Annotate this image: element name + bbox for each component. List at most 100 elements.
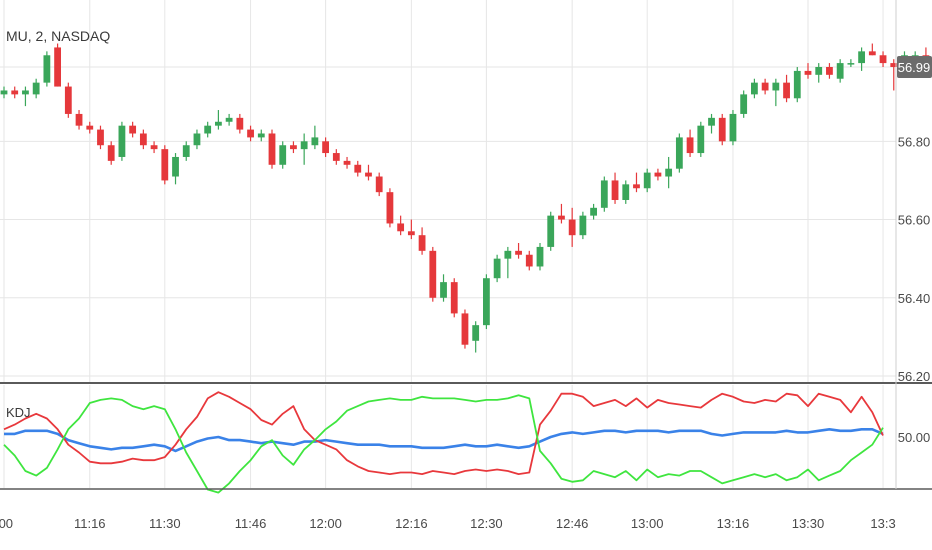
time-tick-label: 12:30 bbox=[470, 516, 503, 531]
candle bbox=[290, 141, 297, 154]
candle-body bbox=[868, 51, 876, 56]
candle-body bbox=[354, 164, 362, 173]
candle bbox=[204, 121, 212, 138]
candle-body bbox=[290, 145, 297, 150]
candle-body bbox=[504, 250, 512, 259]
candle-body bbox=[772, 82, 780, 91]
candle bbox=[118, 121, 126, 161]
price-tick-label: 56.20 bbox=[898, 369, 931, 384]
candle-body bbox=[150, 145, 158, 150]
kdj-tick-label: 50.00 bbox=[898, 430, 931, 445]
candle bbox=[279, 141, 287, 169]
candle-body bbox=[579, 215, 587, 236]
candle-body bbox=[311, 137, 319, 146]
candle bbox=[64, 82, 72, 118]
candle bbox=[22, 86, 29, 107]
candle-body bbox=[268, 133, 276, 165]
candle-body bbox=[397, 223, 405, 232]
candle bbox=[547, 211, 555, 251]
candle-body bbox=[686, 137, 694, 154]
kdj-axis[interactable]: 50.00 bbox=[898, 430, 931, 445]
candle bbox=[247, 125, 254, 142]
candle-body bbox=[322, 141, 329, 154]
time-tick-label: 12:00 bbox=[309, 516, 342, 531]
candle bbox=[633, 172, 640, 193]
candle-body bbox=[847, 63, 855, 65]
candle-body bbox=[129, 125, 137, 134]
time-tick-label: 12:46 bbox=[556, 516, 589, 531]
candle bbox=[493, 254, 501, 283]
candle bbox=[890, 59, 898, 91]
candle-body bbox=[22, 90, 29, 95]
kdj-series-d-line bbox=[3, 391, 884, 476]
candle bbox=[397, 215, 405, 236]
candle bbox=[257, 129, 265, 142]
time-tick-label: 13:00 bbox=[631, 516, 664, 531]
candle-body bbox=[568, 219, 576, 236]
candle-body bbox=[472, 325, 480, 341]
candle bbox=[665, 156, 673, 189]
candle-body bbox=[815, 67, 823, 75]
candle bbox=[418, 227, 426, 255]
candle bbox=[97, 125, 104, 150]
candle-body bbox=[54, 47, 61, 87]
candle-body bbox=[236, 117, 244, 130]
candle-body bbox=[879, 55, 887, 64]
candle bbox=[654, 168, 662, 181]
candle-body bbox=[215, 121, 222, 126]
candles bbox=[0, 43, 930, 353]
candle bbox=[868, 43, 876, 56]
price-tick-label: 56.40 bbox=[898, 291, 931, 306]
candle-body bbox=[611, 180, 619, 200]
candle-body bbox=[86, 125, 94, 130]
candle bbox=[847, 59, 855, 67]
candle-body bbox=[515, 250, 522, 255]
candle-body bbox=[729, 113, 737, 142]
candle-body bbox=[440, 282, 447, 298]
candle-body bbox=[43, 55, 51, 83]
candle bbox=[686, 129, 694, 157]
candle bbox=[354, 160, 362, 177]
time-tick-label: 12:16 bbox=[395, 516, 428, 531]
candle bbox=[708, 113, 715, 134]
candle-body bbox=[204, 125, 212, 134]
candle-body bbox=[172, 156, 179, 177]
candle bbox=[311, 125, 319, 150]
time-axis[interactable]: :00 11:16 11:30 11:46 12:00 12:16 12:30 12:46 13… bbox=[0, 516, 896, 531]
candle-body bbox=[118, 125, 126, 157]
candle bbox=[193, 129, 201, 150]
candle-body bbox=[386, 192, 394, 224]
candle-body bbox=[429, 250, 437, 298]
candle-body bbox=[450, 282, 458, 314]
candle bbox=[751, 78, 758, 99]
candle-body bbox=[654, 172, 662, 177]
candle-body bbox=[558, 215, 565, 220]
candle-body bbox=[718, 117, 726, 142]
candle-body bbox=[257, 133, 265, 138]
candle bbox=[611, 172, 619, 204]
price-axis[interactable]: 56.80 56.60 56.40 56.20 bbox=[898, 134, 931, 384]
candle bbox=[483, 274, 490, 330]
candle-body bbox=[107, 145, 115, 161]
candle bbox=[622, 180, 630, 204]
kdj-pane[interactable] bbox=[3, 385, 884, 494]
candle bbox=[697, 121, 705, 157]
candle-body bbox=[161, 149, 169, 181]
candle bbox=[879, 51, 887, 67]
candle-body bbox=[279, 145, 287, 165]
candle bbox=[407, 219, 415, 240]
candle-body bbox=[740, 94, 748, 114]
candle bbox=[365, 164, 372, 181]
candle bbox=[740, 90, 748, 118]
price-tick-label: 56.80 bbox=[898, 134, 931, 149]
candle-body bbox=[525, 254, 533, 267]
candle bbox=[440, 274, 447, 302]
candle-body bbox=[483, 278, 490, 326]
candle bbox=[579, 211, 587, 240]
kdj-lines bbox=[3, 391, 884, 494]
candle bbox=[675, 133, 683, 173]
candle bbox=[643, 168, 651, 193]
candle bbox=[32, 78, 40, 99]
price-pane[interactable] bbox=[0, 0, 930, 382]
indicator-label: KDJ bbox=[6, 405, 31, 420]
